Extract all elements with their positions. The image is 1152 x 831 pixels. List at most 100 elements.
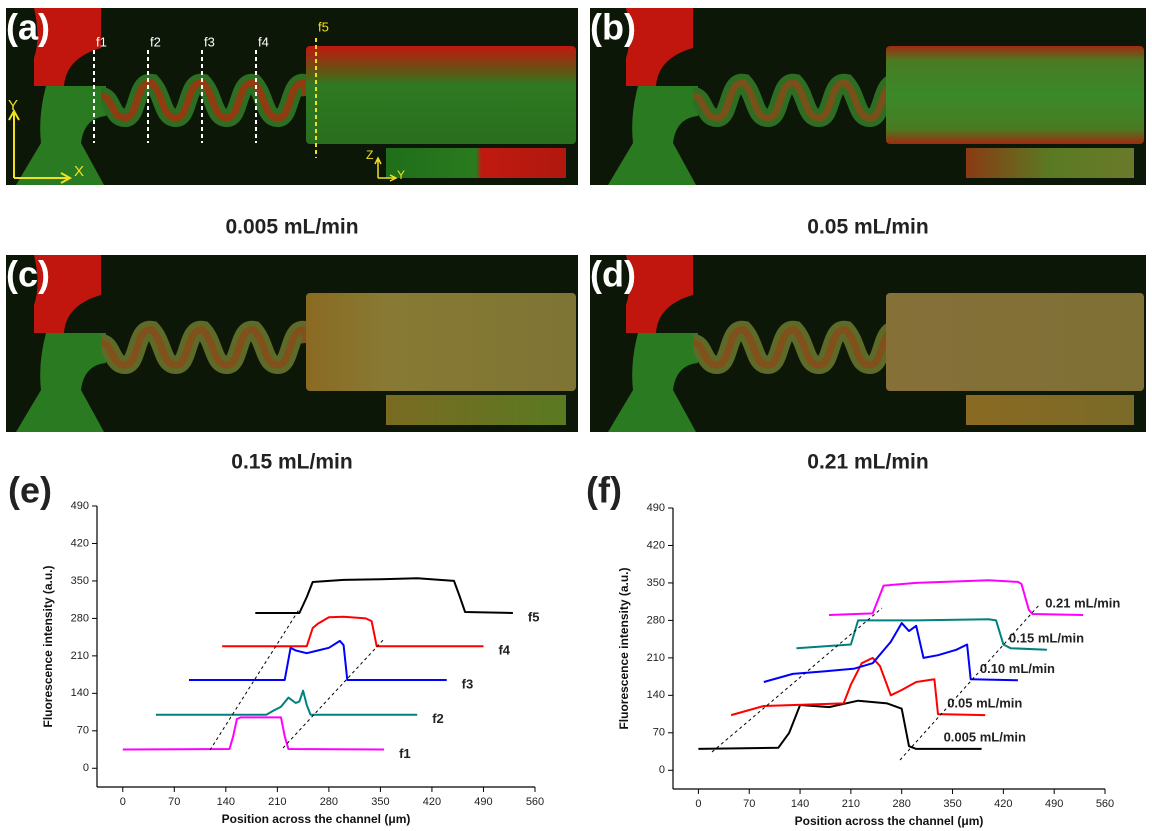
y-axis-title: Fluorescence intensity (a.u.) bbox=[41, 565, 55, 727]
inset bbox=[386, 148, 566, 178]
x-tick-label: 560 bbox=[1096, 798, 1114, 810]
x-tick-label: 280 bbox=[893, 798, 911, 810]
x-tick-label: 420 bbox=[423, 796, 441, 808]
red-inlet bbox=[34, 8, 101, 86]
image-panel: (a) f1 f2 f3 f4 f5 Y X Z Y bbox=[6, 7, 578, 185]
axis-y-label: Y bbox=[8, 97, 18, 114]
series-label: 0.05 mL/min bbox=[947, 696, 1022, 711]
chart: (e) 0 70 140 210 280 350 420 490 0 70 140 210 280 350 4… bbox=[8, 470, 544, 827]
series-line bbox=[155, 689, 418, 716]
image-panel: (c) bbox=[6, 254, 578, 432]
series-label: f2 bbox=[432, 711, 444, 726]
x-tick-label: 210 bbox=[268, 796, 286, 808]
image-panel: (b) bbox=[590, 7, 1146, 185]
y-tick-label: 140 bbox=[647, 689, 665, 701]
y-tick-label: 210 bbox=[647, 652, 665, 664]
panel-label: (b) bbox=[590, 7, 636, 48]
caption: 0.15 mL/min bbox=[231, 451, 352, 474]
panel-label: (a) bbox=[6, 7, 50, 48]
y-tick-label: 0 bbox=[83, 762, 89, 774]
x-tick-label: 350 bbox=[371, 796, 389, 808]
inset-y-label: Y bbox=[397, 168, 405, 182]
x-axis-title: Position across the channel (μm) bbox=[222, 812, 411, 826]
axis-arrows bbox=[8, 108, 73, 184]
y-tick-label: 490 bbox=[71, 500, 89, 512]
series-label: f1 bbox=[399, 746, 411, 761]
chamber bbox=[886, 293, 1144, 391]
image-panel: (d) bbox=[590, 254, 1146, 432]
x-tick-label: 420 bbox=[994, 798, 1012, 810]
caption: 0.05 mL/min bbox=[807, 216, 928, 239]
series-line bbox=[222, 615, 484, 648]
x-axis-title: Position across the channel (μm) bbox=[795, 814, 984, 828]
series-line bbox=[796, 618, 1047, 651]
x-tick-label: 140 bbox=[217, 796, 235, 808]
series-label: f5 bbox=[528, 609, 540, 624]
series-label: 0.21 mL/min bbox=[1045, 595, 1120, 610]
panel-label: (d) bbox=[590, 254, 636, 295]
inset-arrows bbox=[374, 156, 398, 182]
chart-label: (f) bbox=[586, 470, 622, 511]
green-inlet bbox=[608, 86, 698, 185]
caption: 0.21 mL/min bbox=[807, 451, 928, 474]
x-tick-label: 280 bbox=[320, 796, 338, 808]
green-inlet bbox=[16, 86, 106, 185]
channel-core bbox=[692, 79, 904, 122]
panel-label: (c) bbox=[6, 254, 50, 295]
guide-line bbox=[282, 637, 386, 749]
y-tick-label: 420 bbox=[71, 537, 89, 549]
y-tick-label: 490 bbox=[647, 502, 665, 514]
x-tick-label: 140 bbox=[791, 798, 809, 810]
x-tick-label: 70 bbox=[743, 798, 755, 810]
series-line bbox=[255, 577, 513, 614]
series-line bbox=[122, 716, 385, 751]
marker-label: f4 bbox=[258, 34, 269, 49]
series-line bbox=[189, 639, 447, 681]
guide-line bbox=[711, 607, 883, 753]
chamber bbox=[306, 46, 576, 144]
green-inlet bbox=[16, 333, 106, 432]
caption: 0.005 mL/min bbox=[225, 216, 358, 239]
series-label: 0.15 mL/min bbox=[1009, 630, 1084, 645]
y-axis-title: Fluorescence intensity (a.u.) bbox=[617, 567, 631, 729]
inset bbox=[966, 395, 1134, 425]
y-tick-label: 140 bbox=[71, 687, 89, 699]
x-tick-label: 0 bbox=[695, 798, 701, 810]
axis-x-label: X bbox=[74, 163, 84, 180]
x-tick-label: 350 bbox=[943, 798, 961, 810]
x-tick-label: 70 bbox=[168, 796, 180, 808]
y-tick-label: 420 bbox=[647, 539, 665, 551]
chamber bbox=[306, 293, 576, 391]
series-label: 0.005 mL/min bbox=[944, 729, 1026, 744]
channel-core bbox=[692, 326, 904, 369]
inset bbox=[386, 395, 566, 425]
channel-core bbox=[100, 326, 310, 369]
x-tick-label: 0 bbox=[120, 796, 126, 808]
red-inlet bbox=[626, 255, 693, 333]
marker-label: f3 bbox=[204, 34, 215, 49]
y-tick-label: 0 bbox=[659, 764, 665, 776]
y-tick-label: 280 bbox=[71, 612, 89, 624]
guide-line bbox=[899, 603, 1041, 761]
series-line bbox=[763, 622, 1018, 683]
y-tick-label: 70 bbox=[77, 725, 89, 737]
y-tick-label: 210 bbox=[71, 650, 89, 662]
channel-core bbox=[100, 79, 310, 122]
x-tick-label: 490 bbox=[474, 796, 492, 808]
guide-line bbox=[209, 607, 301, 751]
x-tick-label: 560 bbox=[526, 796, 544, 808]
red-inlet bbox=[34, 255, 101, 333]
marker-label: f2 bbox=[150, 34, 161, 49]
y-tick-label: 70 bbox=[653, 727, 665, 739]
series-line bbox=[698, 699, 982, 750]
chamber bbox=[886, 46, 1144, 144]
green-inlet bbox=[608, 333, 698, 432]
series-line bbox=[829, 579, 1084, 616]
inset bbox=[966, 148, 1134, 178]
series-label: f4 bbox=[498, 643, 510, 658]
marker-label: f1 bbox=[96, 34, 107, 49]
y-tick-label: 280 bbox=[647, 614, 665, 626]
series-label: f3 bbox=[462, 676, 474, 691]
chart-label: (e) bbox=[8, 470, 52, 511]
